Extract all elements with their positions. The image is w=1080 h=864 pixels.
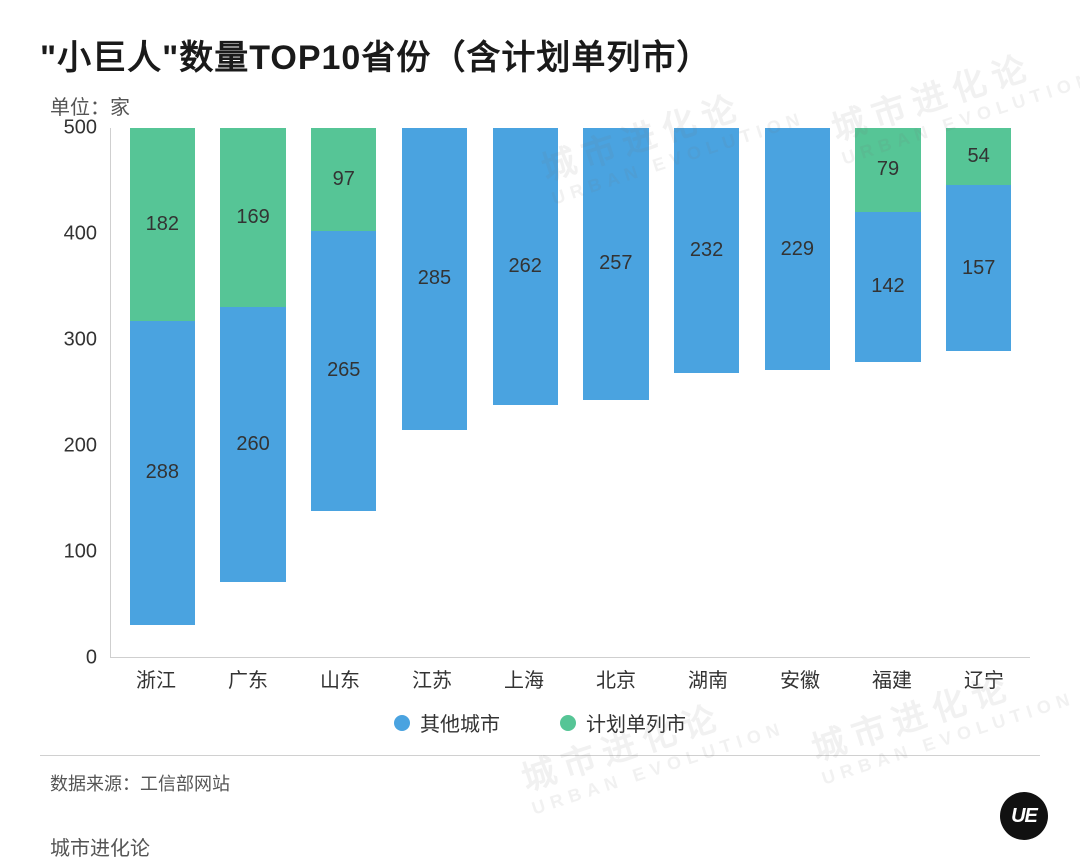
plot-wrap: 0100200300400500 28818226016926597285262… (50, 128, 1040, 698)
bar-slot: 262 (480, 128, 571, 657)
y-tick: 300 (47, 329, 97, 352)
stacked-bar: 14279 (855, 128, 920, 362)
brand-badge: UE (1000, 792, 1048, 840)
bar-segment-other_cities: 265 (311, 231, 376, 511)
data-source: 数据来源：工信部网站 (50, 770, 1040, 796)
bar-slot: 232 (661, 128, 752, 657)
y-tick: 400 (47, 223, 97, 246)
x-label: 上海 (478, 658, 570, 698)
stacked-bar: 285 (402, 128, 467, 430)
bar-segment-other_cities: 229 (765, 128, 830, 370)
stacked-bar: 232 (674, 128, 739, 373)
x-label: 福建 (846, 658, 938, 698)
x-label: 辽宁 (938, 658, 1030, 698)
y-axis: 0100200300400500 (50, 128, 105, 658)
x-label: 广东 (202, 658, 294, 698)
x-axis: 浙江广东山东江苏上海北京湖南安徽福建辽宁 (110, 658, 1030, 698)
legend-item: 计划单列市 (560, 708, 686, 737)
bar-segment-plan_cities: 182 (130, 128, 195, 321)
bar-segment-other_cities: 232 (674, 128, 739, 373)
legend-item: 其他城市 (394, 708, 500, 737)
legend-label: 其他城市 (420, 708, 500, 737)
x-label: 湖南 (662, 658, 754, 698)
legend-swatch (394, 715, 410, 731)
bar-segment-other_cities: 260 (220, 307, 285, 582)
stacked-bar: 257 (583, 128, 648, 400)
bar-segment-other_cities: 285 (402, 128, 467, 430)
bar-segment-other_cities: 142 (855, 212, 920, 362)
bar-segment-other_cities: 157 (946, 185, 1011, 351)
chart-title: "小巨人"数量TOP10省份（含计划单列市） (40, 30, 1040, 79)
bar-segment-plan_cities: 79 (855, 128, 920, 212)
plot-area: 288182 260169 26597 285 262 257 232 229 14279 157… (110, 128, 1030, 658)
bar-segment-other_cities: 262 (493, 128, 558, 405)
unit-label: 单位：家 (50, 91, 1040, 120)
bar-segment-other_cities: 257 (583, 128, 648, 400)
bar-slot: 26597 (298, 128, 389, 657)
x-label: 江苏 (386, 658, 478, 698)
bar-slot: 257 (571, 128, 662, 657)
y-tick: 100 (47, 541, 97, 564)
divider (40, 755, 1040, 756)
bar-slot: 15754 (933, 128, 1024, 657)
bar-slot: 288182 (117, 128, 208, 657)
stacked-bar: 229 (765, 128, 830, 370)
bar-segment-plan_cities: 169 (220, 128, 285, 307)
x-label: 浙江 (110, 658, 202, 698)
stacked-bar: 288182 (130, 128, 195, 625)
legend: 其他城市 计划单列市 (40, 708, 1040, 737)
y-tick: 500 (47, 117, 97, 140)
y-tick: 0 (47, 647, 97, 670)
chart-container: "小巨人"数量TOP10省份（含计划单列市） 单位：家 0 100 200 300 40… (0, 0, 1080, 864)
bar-slot: 229 (752, 128, 843, 657)
stacked-bar: 260169 (220, 128, 285, 582)
legend-label: 计划单列市 (586, 708, 686, 737)
y-tick: 200 (47, 435, 97, 458)
x-label: 安徽 (754, 658, 846, 698)
stacked-bar: 26597 (311, 128, 376, 511)
stacked-bar: 262 (493, 128, 558, 405)
bar-slot: 285 (389, 128, 480, 657)
legend-swatch (560, 715, 576, 731)
bar-segment-plan_cities: 97 (311, 128, 376, 231)
x-label: 北京 (570, 658, 662, 698)
footer-brand: 城市进化论 (50, 832, 1040, 861)
bar-segment-plan_cities: 54 (946, 128, 1011, 185)
bar-segment-other_cities: 288 (130, 321, 195, 626)
x-label: 山东 (294, 658, 386, 698)
stacked-bar: 15754 (946, 128, 1011, 351)
bar-slot: 260169 (208, 128, 299, 657)
bar-slot: 14279 (843, 128, 934, 657)
